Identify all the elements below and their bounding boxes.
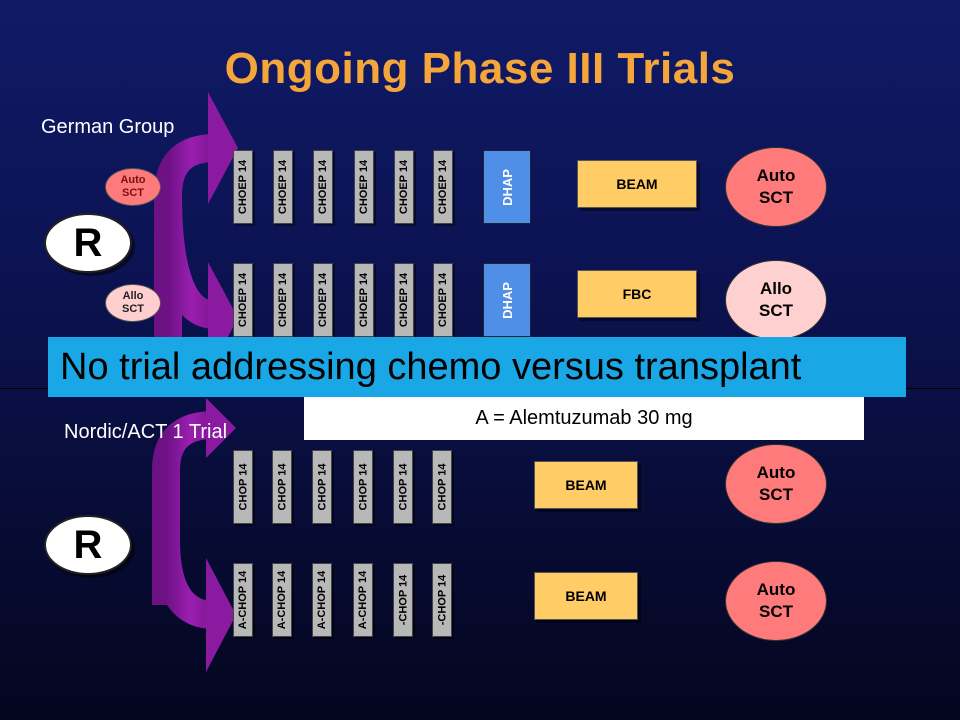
no-trial-banner: No trial addressing chemo versus transpl… (48, 337, 906, 397)
randomization-label: R (73, 220, 103, 265)
german-arm2-course: CHOEP 14 (354, 263, 374, 337)
german-arm1-result-oval: Auto SCT (725, 147, 827, 227)
german-arm2-course: CHOEP 14 (433, 263, 453, 337)
tag-line2: SCT (122, 303, 144, 315)
german-arm2-tag-oval: Allo SCT (105, 284, 161, 322)
nordic-arm2-course: A-CHOP 14 (353, 563, 373, 637)
banner-text: No trial addressing chemo versus transpl… (60, 345, 802, 388)
german-arm1-course: CHOEP 14 (273, 150, 293, 224)
german-arm1-conditioning-box: BEAM (577, 160, 697, 208)
nordic-arm2-course: -CHOP 14 (393, 563, 413, 637)
german-arm2-course: CHOEP 14 (273, 263, 293, 337)
nordic-arm1-course: CHOP 14 (353, 450, 373, 524)
nordic-arm2-course: A-CHOP 14 (272, 563, 292, 637)
german-arm1-course: CHOEP 14 (313, 150, 333, 224)
nordic-arm1-course: CHOP 14 (393, 450, 413, 524)
german-arm1-tag-oval: Auto SCT (105, 168, 161, 206)
nordic-arm2-course: A-CHOP 14 (312, 563, 332, 637)
result-line2: SCT (759, 485, 793, 504)
result-line1: Allo (759, 279, 793, 298)
result-line2: SCT (759, 602, 793, 621)
german-group-label: German Group (41, 116, 175, 138)
result-line2: SCT (759, 301, 793, 320)
german-arm2-course: CHOEP 14 (233, 263, 253, 337)
tag-line1: Auto (120, 174, 146, 186)
nordic-arm1-course: CHOP 14 (312, 450, 332, 524)
german-arm1-course: CHOEP 14 (233, 150, 253, 224)
result-line2: SCT (759, 188, 793, 207)
nordic-arm1-result-oval: Auto SCT (725, 444, 827, 524)
nordic-arm2-result-oval: Auto SCT (725, 561, 827, 641)
nordic-randomization-oval: R (44, 515, 132, 575)
nordic-arm1-course: CHOP 14 (432, 450, 452, 524)
german-arm1-course: CHOEP 14 (354, 150, 374, 224)
german-arm2-course: CHOEP 14 (313, 263, 333, 337)
german-arm2-course: CHOEP 14 (394, 263, 414, 337)
german-branch-arrow (154, 92, 238, 374)
slide-title: Ongoing Phase III Trials (224, 44, 736, 93)
nordic-arm2-course: -CHOP 14 (432, 563, 452, 637)
result-line1: Auto (756, 580, 796, 599)
nordic-arm1-conditioning-box: BEAM (534, 461, 638, 509)
german-randomization-oval: R (44, 213, 132, 273)
nordic-group-label: Nordic/ACT 1 Trial (64, 421, 228, 443)
nordic-arm2-course: A-CHOP 14 (233, 563, 253, 637)
randomization-label: R (73, 522, 103, 567)
german-arm2-conditioning-box: FBC (577, 270, 697, 318)
tag-line2: SCT (122, 187, 144, 199)
result-line1: Auto (756, 463, 796, 482)
nordic-arm2-conditioning-box: BEAM (534, 572, 638, 620)
german-arm2-salvage-box: DHAP (483, 263, 531, 337)
result-line1: Auto (756, 166, 796, 185)
german-arm1-course: CHOEP 14 (394, 150, 414, 224)
tag-line1: Allo (122, 290, 144, 302)
alemtuzumab-note: A = Alemtuzumab 30 mg (304, 397, 864, 440)
nordic-branch-arrow (152, 398, 236, 672)
nordic-arm1-course: CHOP 14 (233, 450, 253, 524)
german-arm1-salvage-box: DHAP (483, 150, 531, 224)
german-arm1-course: CHOEP 14 (433, 150, 453, 224)
nordic-arm1-course: CHOP 14 (272, 450, 292, 524)
german-arm2-result-oval: Allo SCT (725, 260, 827, 340)
